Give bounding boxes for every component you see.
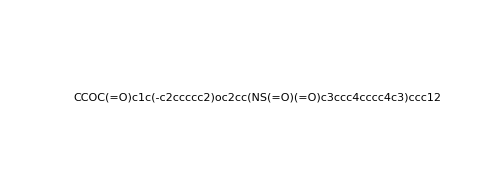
- Text: CCOC(=O)c1c(-c2ccccc2)oc2cc(NS(=O)(=O)c3ccc4cccc4c3)ccc12: CCOC(=O)c1c(-c2ccccc2)oc2cc(NS(=O)(=O)c3…: [73, 92, 440, 102]
